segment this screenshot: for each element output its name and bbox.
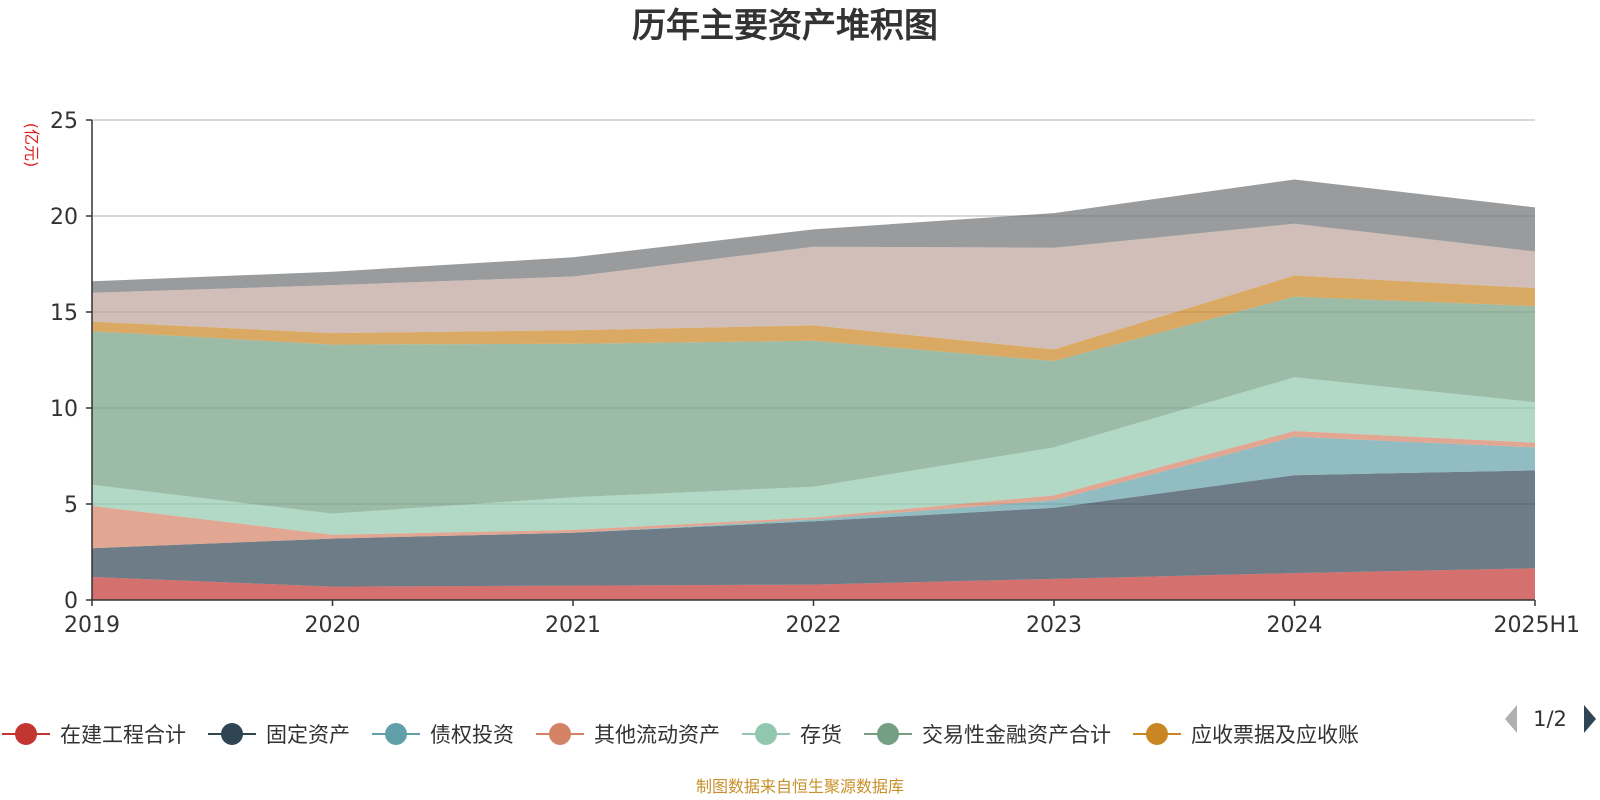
area-series-7[interactable] xyxy=(92,223,1535,350)
legend-marker-icon xyxy=(877,723,899,745)
area-series-1[interactable] xyxy=(92,470,1535,587)
area-series-0[interactable] xyxy=(92,568,1535,600)
axes: 0 5 10 15 20 25 2019 2020 2021 2022 2023 2024 2025H1 xyxy=(50,109,1580,638)
legend-marker-icon xyxy=(221,723,243,745)
area-series-8[interactable] xyxy=(92,179,1535,293)
area-series-2[interactable] xyxy=(92,436,1535,549)
y-axis-unit: (亿元) xyxy=(22,123,41,168)
area-series-6[interactable] xyxy=(92,275,1535,362)
legend-marker-icon xyxy=(385,723,407,745)
x-tick-label: 2025H1 xyxy=(1493,613,1580,638)
chart-title: 历年主要资产堆积图 xyxy=(632,6,938,46)
legend-marker-icon xyxy=(549,723,571,745)
area-series-4[interactable] xyxy=(92,377,1535,535)
legend-prev-arrow-icon[interactable] xyxy=(1505,705,1517,733)
legend-label: 固定资产 xyxy=(266,723,350,747)
legend-label: 存货 xyxy=(800,723,842,747)
legend-page-indicator: 1/2 xyxy=(1533,707,1567,731)
area-series-5[interactable] xyxy=(92,296,1535,514)
legend-item[interactable]: 存货 xyxy=(742,723,842,747)
legend-item[interactable]: 应收票据及应收账 xyxy=(1133,723,1359,747)
data-source-note: 制图数据来自恒生聚源数据库 xyxy=(696,777,904,796)
area-series-3[interactable] xyxy=(92,431,1535,549)
x-tick-label: 2023 xyxy=(1026,613,1082,638)
legend-next-arrow-icon[interactable] xyxy=(1584,705,1596,733)
legend-label: 其他流动资产 xyxy=(594,723,720,747)
x-tick-label: 2024 xyxy=(1267,613,1323,638)
y-tick-label: 0 xyxy=(64,589,78,614)
x-tick-label: 2019 xyxy=(64,613,120,638)
legend-label: 债权投资 xyxy=(430,723,514,747)
legend-item[interactable]: 固定资产 xyxy=(208,723,350,747)
y-tick-label: 10 xyxy=(50,397,78,422)
x-tick-label: 2022 xyxy=(786,613,842,638)
legend-label: 交易性金融资产合计 xyxy=(922,723,1111,747)
legend-label: 应收票据及应收账 xyxy=(1191,723,1359,747)
legend-item[interactable]: 在建工程合计 xyxy=(2,723,186,747)
legend-marker-icon xyxy=(755,723,777,745)
legend: 在建工程合计 固定资产 债权投资 其他流动资产 存货 交易性金融资产合计 应收票据及应收账 xyxy=(2,723,1359,747)
y-tick-label: 5 xyxy=(64,493,78,518)
legend-item[interactable]: 交易性金融资产合计 xyxy=(864,723,1111,747)
legend-label: 在建工程合计 xyxy=(60,723,186,747)
y-tick-label: 15 xyxy=(50,301,78,326)
legend-marker-icon xyxy=(1146,723,1168,745)
y-tick-label: 20 xyxy=(50,205,78,230)
x-tick-label: 2021 xyxy=(545,613,601,638)
legend-marker-icon xyxy=(15,723,37,745)
legend-item[interactable]: 债权投资 xyxy=(372,723,514,747)
x-tick-label: 2020 xyxy=(305,613,361,638)
y-tick-label: 25 xyxy=(50,109,78,134)
area-series xyxy=(92,179,1535,600)
legend-pager: 1/2 xyxy=(1505,705,1596,733)
legend-item[interactable]: 其他流动资产 xyxy=(536,723,720,747)
